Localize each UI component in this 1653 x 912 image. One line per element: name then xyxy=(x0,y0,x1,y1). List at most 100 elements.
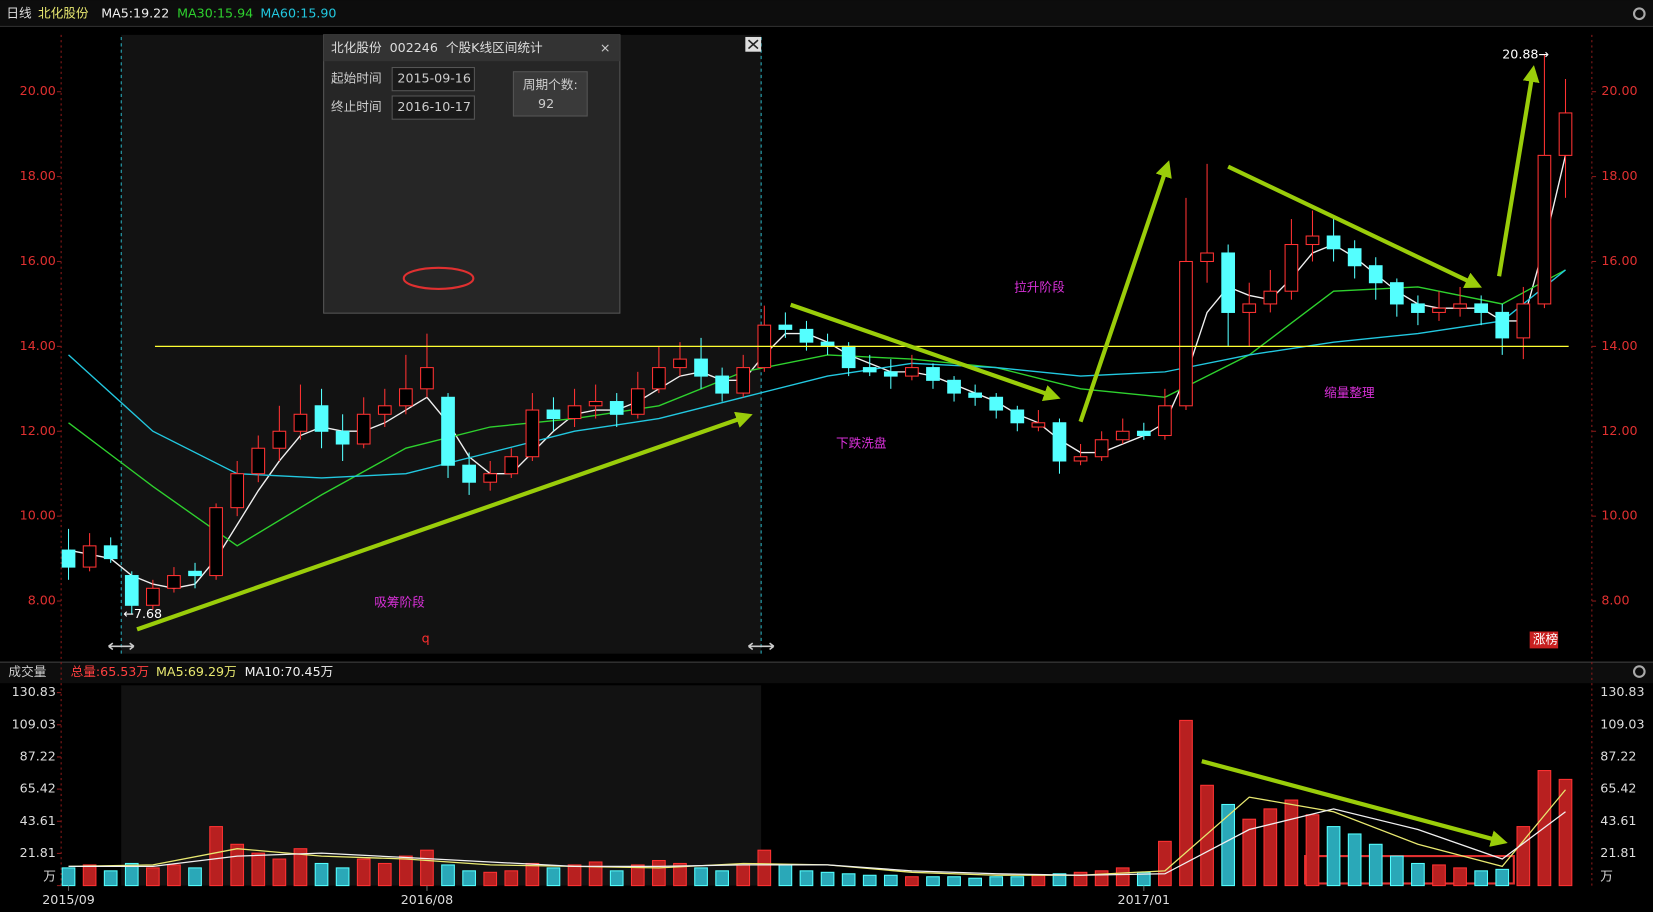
volume-bar xyxy=(314,862,329,887)
candle-body xyxy=(694,358,708,377)
arrow xyxy=(789,302,1061,402)
candle-body xyxy=(1305,235,1320,246)
y-tick-label: 万 xyxy=(43,869,56,884)
y-tick-label: 8.00 xyxy=(28,593,56,608)
y-tick-label: 20.00 xyxy=(20,83,56,98)
candle-body xyxy=(1516,303,1531,339)
candle-body xyxy=(399,388,413,407)
volume-bar xyxy=(1474,870,1489,887)
period-label: 日线 xyxy=(6,5,32,20)
drag-handles[interactable] xyxy=(108,642,775,651)
volume-bar xyxy=(0,662,1653,684)
volume-bar xyxy=(989,876,1004,887)
volume-bar xyxy=(462,870,476,887)
volume-bar xyxy=(1031,874,1046,887)
volume-bar xyxy=(673,862,687,887)
y-tick-label: 12.00 xyxy=(1601,423,1637,438)
candle-body xyxy=(1221,252,1236,313)
y-tick-label: 12.00 xyxy=(20,423,56,438)
candle-body xyxy=(630,388,645,415)
candle-body xyxy=(504,456,519,475)
arrow xyxy=(1227,164,1482,288)
y-tick-label: 18.00 xyxy=(20,168,56,183)
candle-body xyxy=(293,413,308,432)
candle-body xyxy=(188,570,202,577)
volume-bar xyxy=(525,862,540,887)
candle-body xyxy=(1347,248,1362,267)
candle-body xyxy=(441,396,455,466)
volume-bar xyxy=(272,858,287,887)
candle-body xyxy=(567,405,582,420)
volume-bar xyxy=(546,867,561,887)
volume-bar xyxy=(736,864,751,887)
pane-title: 成交量 xyxy=(8,664,46,679)
panel-close[interactable]: × xyxy=(600,40,611,55)
arrow xyxy=(1078,160,1172,423)
candle-body xyxy=(1052,422,1067,462)
x-tick-label: 2017/01 xyxy=(1118,892,1171,907)
candle-body xyxy=(799,328,814,343)
panel-label: 起始时间 xyxy=(331,71,382,86)
candle-body xyxy=(883,371,898,377)
legend-entry: MA5:19.22 xyxy=(101,5,169,20)
annotation: ←7.68 xyxy=(123,606,162,621)
candle-body xyxy=(1115,430,1130,441)
candle-body xyxy=(356,413,371,445)
volume-bar xyxy=(1284,799,1299,887)
candle-body xyxy=(1094,439,1109,458)
y-tick-label: 130.83 xyxy=(12,684,56,699)
volume-bar xyxy=(124,862,139,887)
volume-bar xyxy=(968,877,982,887)
annotation: 拉升阶段 xyxy=(1014,279,1065,294)
volume-bar xyxy=(841,873,856,887)
candle-body xyxy=(167,575,181,589)
stats-panel: 北化股份 002246 个股K线区间统计 × 起始时间 2015-09-16 终… xyxy=(323,34,621,314)
y-tick-label: 10.00 xyxy=(1601,508,1637,523)
volume-bar xyxy=(188,867,202,887)
y-tick-label: 130.83 xyxy=(1600,684,1644,699)
candle-body xyxy=(1010,409,1025,424)
candle-body xyxy=(1073,456,1088,462)
candle-body xyxy=(230,473,245,509)
candle-body xyxy=(989,396,1004,411)
legend-entry: MA30:15.94 xyxy=(177,5,253,20)
candle-body xyxy=(314,405,329,432)
settings-icon[interactable] xyxy=(1632,665,1646,678)
candle-body xyxy=(820,341,835,347)
candle-body xyxy=(862,367,877,373)
y-tick-label: 18.00 xyxy=(1601,168,1637,183)
candle-body xyxy=(947,379,961,394)
volume-bar xyxy=(420,849,434,887)
date-input[interactable] xyxy=(391,66,475,92)
settings-icon[interactable] xyxy=(1632,7,1646,21)
panel-titlebar xyxy=(323,34,620,62)
volume-bar xyxy=(504,870,519,887)
volume-bar xyxy=(926,876,940,887)
candle-body xyxy=(82,545,97,568)
y-tick-label: 87.22 xyxy=(20,748,56,763)
highlight-box xyxy=(1304,855,1515,885)
y-tick-label: 109.03 xyxy=(12,716,56,731)
panel-title: 北化股份 002246 个股K线区间统计 xyxy=(331,40,543,55)
y-tick-label: 87.22 xyxy=(1600,748,1636,763)
volume-bar xyxy=(1558,778,1573,887)
date-input[interactable] xyxy=(391,95,475,120)
volume-bar xyxy=(694,867,708,887)
panel-date: 2015-09-16 xyxy=(397,71,470,86)
volume-bar xyxy=(1115,867,1130,887)
volume-bar xyxy=(1158,840,1172,887)
candle-body xyxy=(546,409,561,420)
candle-body xyxy=(905,367,919,377)
candle-body xyxy=(1158,405,1172,437)
candle-body xyxy=(420,367,434,390)
panel-label: 周期个数: xyxy=(523,77,578,92)
candle-body xyxy=(1326,235,1341,250)
y-tick-label: 43.61 xyxy=(20,813,56,828)
arrows xyxy=(136,65,1540,847)
volume-bar xyxy=(1453,867,1467,887)
y-tick-label: 20.00 xyxy=(1601,83,1637,98)
candle-body xyxy=(335,430,350,445)
candle-body xyxy=(272,430,287,449)
volume-bar xyxy=(483,871,498,887)
